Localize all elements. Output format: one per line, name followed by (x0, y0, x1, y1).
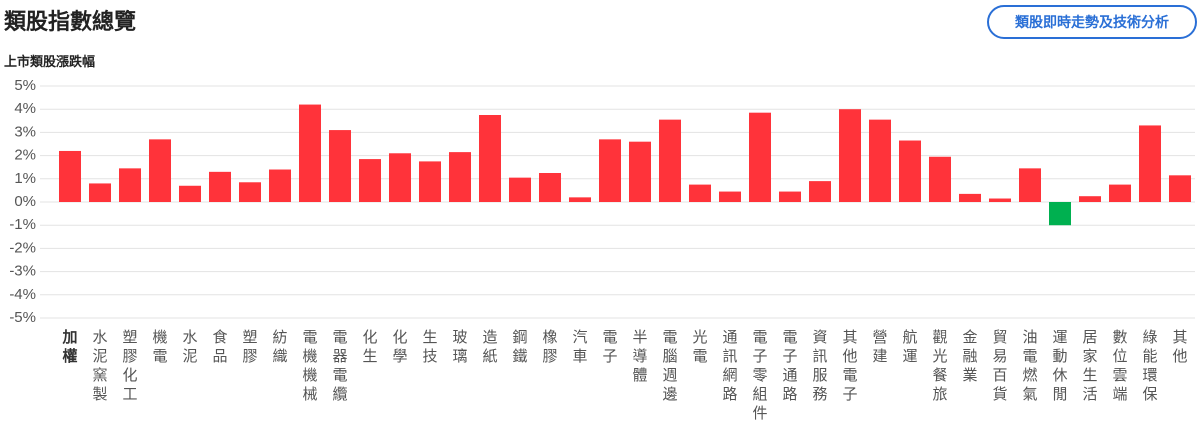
y-tick-label: 3% (14, 123, 36, 140)
bar (539, 173, 561, 202)
bar (299, 104, 321, 202)
y-tick-label: -1% (9, 216, 36, 233)
x-tick-label: 居家生活 (1082, 329, 1098, 403)
bar (659, 119, 681, 202)
bar (629, 141, 651, 202)
bar (1169, 175, 1191, 202)
bar (209, 171, 231, 202)
x-tick-label: 加權 (62, 329, 78, 365)
x-tick-label: 營建 (872, 329, 888, 365)
x-tick-label: 綠能環保 (1142, 329, 1158, 403)
x-tick-label: 金融業 (962, 329, 978, 384)
x-tick-label: 貿易百貨 (992, 329, 1008, 403)
x-tick-label: 水泥窯製 (92, 329, 108, 403)
x-tick-label: 數位雲端 (1112, 329, 1128, 403)
bar (1079, 196, 1101, 202)
x-tick-label: 運動休閒 (1052, 329, 1068, 403)
x-tick-label: 油電燃氣 (1022, 329, 1038, 403)
y-tick-label: -3% (9, 263, 36, 280)
x-tick-label: 汽車 (572, 329, 588, 365)
bar (569, 197, 591, 202)
x-tick-label: 其他電子 (842, 329, 858, 403)
bar (59, 150, 81, 202)
bar (479, 115, 501, 202)
x-tick-label: 紡織 (272, 329, 288, 365)
x-tick-label: 化學 (392, 329, 408, 365)
x-tick-label: 電子 (602, 329, 618, 365)
bar (119, 168, 141, 202)
page-title: 類股指數總覽 (4, 9, 137, 34)
x-tick-label: 電器電纜 (332, 329, 348, 403)
x-tick-label: 電機機械 (302, 329, 318, 403)
chart-title: 上市類股漲跌幅 (4, 54, 96, 69)
bar (989, 198, 1011, 202)
bar (179, 185, 201, 202)
x-tick-label: 光電 (692, 329, 708, 365)
y-tick-label: -4% (9, 286, 36, 303)
x-tick-label: 水泥 (182, 329, 198, 365)
x-tick-label: 食品 (212, 329, 228, 365)
x-tick-label: 鋼鐵 (512, 329, 528, 365)
x-tick-label: 玻璃 (452, 329, 468, 365)
y-tick-label: 1% (14, 170, 36, 187)
x-tick-label: 觀光餐旅 (932, 329, 948, 403)
bar (719, 191, 741, 202)
x-tick-label: 塑膠化工 (122, 329, 138, 403)
bar (329, 130, 351, 202)
bar (929, 156, 951, 202)
bar (1049, 202, 1071, 226)
bar (899, 140, 921, 202)
x-tick-label: 化生 (362, 329, 378, 365)
bar (869, 119, 891, 202)
bar (419, 161, 441, 202)
y-tick-label: -2% (9, 239, 36, 256)
y-tick-label: -5% (9, 309, 36, 326)
x-tick-label: 通訊網路 (722, 329, 738, 403)
bar (809, 181, 831, 202)
x-tick-label: 塑膠 (242, 329, 258, 365)
x-tick-label: 造紙 (482, 329, 498, 365)
x-tick-label: 資訊服務 (812, 329, 828, 403)
y-tick-label: 5% (14, 77, 36, 94)
x-tick-label: 橡膠 (542, 329, 558, 365)
x-tick-label: 機電 (152, 329, 168, 365)
y-tick-label: 4% (14, 100, 36, 117)
x-tick-label: 電子通路 (782, 329, 798, 403)
bar (239, 182, 261, 202)
bar (1139, 125, 1161, 202)
bar (389, 153, 411, 202)
bar (1019, 168, 1041, 202)
bar (779, 191, 801, 202)
bar (509, 177, 531, 202)
bar (449, 152, 471, 202)
x-tick-label: 電子零組件 (752, 329, 768, 422)
bar (689, 184, 711, 202)
bar (269, 169, 291, 202)
bar (839, 109, 861, 202)
x-tick-label: 生技 (422, 329, 438, 365)
y-tick-label: 2% (14, 147, 36, 164)
bar (89, 183, 111, 202)
x-tick-label: 電腦週邊 (662, 329, 678, 403)
bar (149, 139, 171, 202)
bar (959, 193, 981, 202)
y-tick-label: 0% (14, 193, 36, 210)
analysis-button[interactable]: 類股即時走勢及技術分析 (987, 5, 1197, 39)
x-tick-label: 其他 (1172, 329, 1188, 365)
bar (1109, 184, 1131, 202)
bar (749, 112, 771, 202)
bar (359, 159, 381, 202)
x-tick-label: 航運 (902, 329, 918, 365)
x-tick-label: 半導體 (632, 329, 648, 384)
bar (599, 139, 621, 202)
